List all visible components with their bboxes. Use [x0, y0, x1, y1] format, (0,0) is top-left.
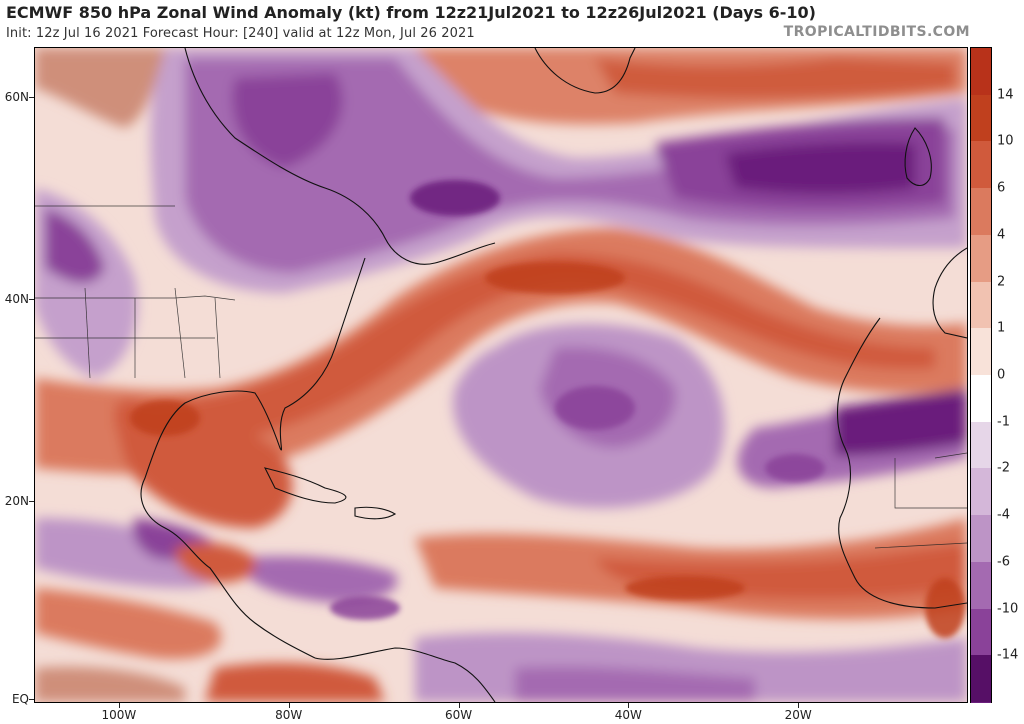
longitude-label: 100W [101, 708, 137, 722]
latitude-label: 60N [4, 90, 29, 105]
map-subtitle: Init: 12z Jul 16 2021 Forecast Hour: [24… [6, 26, 475, 41]
longitude-label: 80W [275, 708, 303, 722]
latitude-tick [29, 699, 34, 700]
colorbar-segment [971, 468, 991, 517]
colorbar-segment [971, 188, 991, 236]
colorbar-label: 1 [997, 320, 1006, 336]
colorbar-label: 6 [997, 180, 1006, 196]
longitude-tick [458, 703, 460, 708]
longitude-label: 20W [784, 708, 812, 722]
brand-watermark: TROPICALTIDBITS.COM [783, 24, 970, 40]
map-title: ECMWF 850 hPa Zonal Wind Anomaly (kt) fr… [6, 3, 816, 22]
coastlines [140, 48, 967, 702]
longitude-label: 40W [614, 708, 642, 722]
colorbar-segment [971, 608, 991, 657]
longitude-tick [798, 703, 800, 708]
colorbar-label: -4 [997, 507, 1010, 523]
colorbar-label: -6 [997, 554, 1010, 570]
field-detail [130, 180, 965, 638]
longitude-tick [288, 703, 290, 708]
colorbar-label: 0 [997, 367, 1006, 383]
colorbar-label: -1 [997, 414, 1010, 430]
anomaly-field [35, 48, 967, 702]
longitude-tick [628, 703, 630, 708]
colorbar [970, 47, 992, 703]
colorbar-label: -14 [997, 647, 1019, 663]
latitude-tick [29, 97, 34, 99]
longitude-label: 60W [444, 708, 473, 722]
colorbar-label: 10 [997, 133, 1014, 149]
latitude-label: 40N [4, 292, 29, 307]
colorbar-segment [971, 141, 991, 190]
latitude-label: EQ [11, 692, 29, 706]
colorbar-label: 4 [997, 227, 1006, 243]
colorbar-label: 14 [997, 87, 1014, 103]
colorbar-segment [971, 48, 991, 96]
colorbar-segment [971, 281, 991, 330]
latitude-label: 20N [4, 494, 29, 509]
colorbar-label: -10 [997, 601, 1019, 617]
longitude-tick [118, 703, 120, 708]
header: ECMWF 850 hPa Zonal Wind Anomaly (kt) fr… [0, 0, 1024, 46]
colorbar-segment [971, 375, 991, 423]
colorbar-segment [971, 94, 991, 143]
colorbar-segment [971, 655, 991, 702]
latitude-tick [29, 501, 34, 503]
colorbar-segment [971, 421, 991, 470]
colorbar-segment [971, 328, 991, 376]
borders [35, 205, 967, 549]
colorbar-label: 2 [997, 274, 1006, 290]
colorbar-segment [971, 515, 991, 563]
anomaly-map-svg [35, 48, 967, 702]
anomaly-map [34, 47, 968, 703]
colorbar-label: -2 [997, 460, 1010, 476]
latitude-tick [29, 299, 34, 301]
colorbar-segment [971, 234, 991, 283]
colorbar-segment [971, 561, 991, 610]
